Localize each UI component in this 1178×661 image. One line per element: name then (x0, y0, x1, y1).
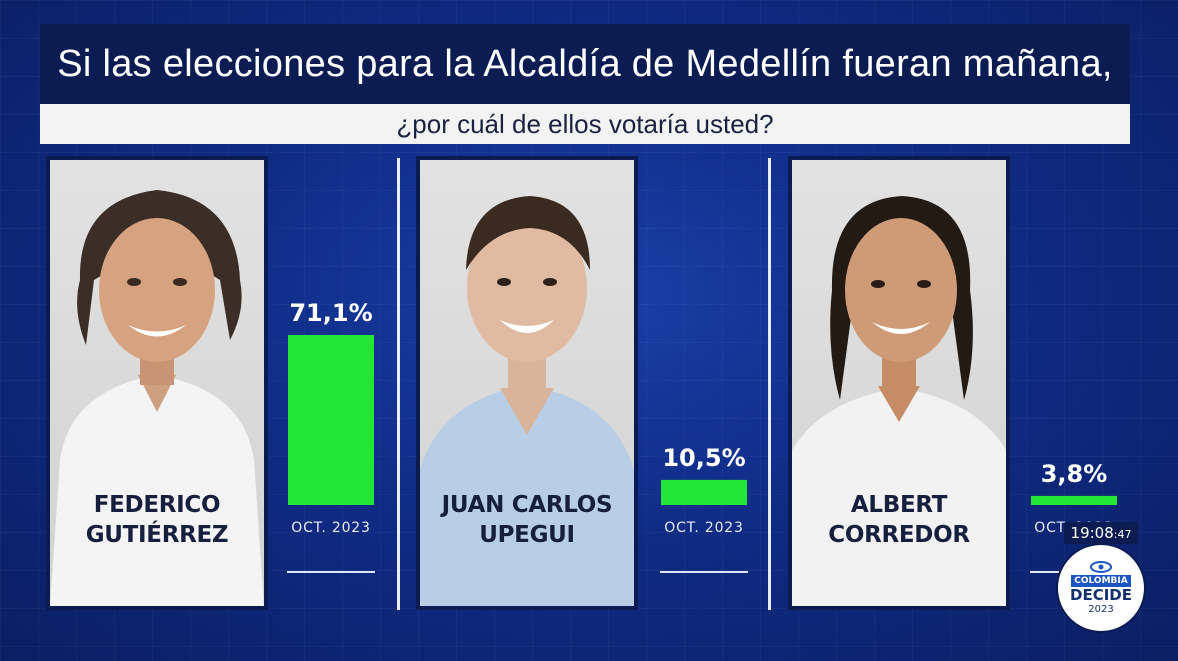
candidate-photo: FEDERICO GUTIÉRREZ (50, 160, 264, 606)
candidate-card-corredor: ALBERT CORREDOR (788, 156, 1010, 610)
clock-seconds: :47 (1113, 528, 1132, 541)
candidate-name-line2: CORREDOR (828, 522, 970, 548)
candidate-name-line1: JUAN CARLOS (441, 492, 613, 518)
candidate-card-upegui: JUAN CARLOS UPEGUI (416, 156, 638, 610)
column-divider-1 (397, 158, 400, 610)
candidate-portrait-icon (50, 190, 264, 606)
logo-line2: DECIDE (1070, 585, 1132, 604)
clock-time: 19:08 (1070, 524, 1114, 542)
logo-line3: 2023 (1088, 603, 1114, 615)
candidate-portrait-icon (420, 196, 634, 606)
candidate-name: FEDERICO GUTIÉRREZ (50, 490, 264, 550)
candidate-name-line1: ALBERT (850, 492, 948, 518)
candidate-portrait-icon (792, 196, 1006, 606)
colombia-decide-logo: COLOMBIA DECIDE 2023 (1058, 545, 1144, 631)
candidate-photo: JUAN CARLOS UPEGUI (420, 160, 634, 606)
candidate-name-line2: GUTIÉRREZ (85, 522, 229, 548)
headline-title: Si las elecciones para la Alcaldía de Me… (57, 42, 1113, 85)
candidate-name: JUAN CARLOS UPEGUI (420, 490, 634, 550)
candidate-name: ALBERT CORREDOR (792, 490, 1006, 550)
column-divider-2 (768, 158, 771, 610)
logo-line1: COLOMBIA (1071, 574, 1131, 587)
question-bar: ¿por cuál de ellos votaría usted? (40, 104, 1130, 144)
headline-bar: Si las elecciones para la Alcaldía de Me… (40, 24, 1130, 104)
headline-subtitle: ¿por cuál de ellos votaría usted? (396, 108, 774, 139)
candidate-card-gutierrez: FEDERICO GUTIÉRREZ (46, 156, 268, 610)
candidate-name-line1: FEDERICO (93, 492, 221, 518)
broadcast-clock: 19:08:47 (1064, 522, 1138, 544)
candidate-photo: ALBERT CORREDOR (792, 160, 1006, 606)
eye-logo-icon (1090, 560, 1112, 573)
candidate-name-line2: UPEGUI (479, 522, 575, 548)
